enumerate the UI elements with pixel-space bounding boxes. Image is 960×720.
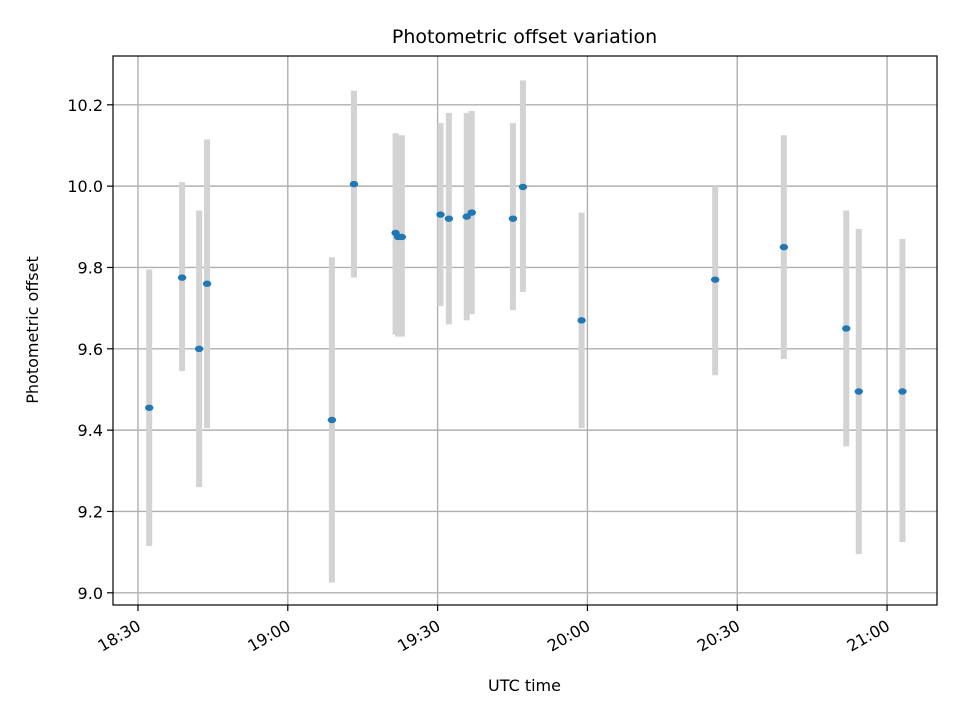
- data-point: [397, 233, 407, 241]
- data-point: [779, 243, 789, 251]
- data-point: [145, 404, 154, 411]
- y-tick-label: 10.0: [67, 177, 103, 196]
- data-point: [854, 388, 863, 395]
- data-point: [436, 211, 445, 218]
- data-point: [467, 209, 476, 216]
- plot-frame: [112, 55, 938, 606]
- x-axis-title: UTC time: [488, 676, 561, 695]
- data-point: [898, 388, 907, 395]
- data-point: [462, 213, 471, 220]
- y-tick-label: 9.4: [78, 421, 103, 440]
- data-point: [842, 325, 851, 332]
- chart-title: Photometric offset variation: [392, 26, 657, 48]
- data-point: [518, 183, 528, 191]
- y-axis: 9.0 9.2 9.4 9.6 9.8 10.0 10.2: [67, 96, 113, 603]
- data-point: [710, 276, 720, 283]
- data-point: [202, 280, 212, 287]
- data-point: [444, 215, 454, 222]
- data-point: [194, 345, 204, 352]
- y-tick-label: 9.8: [78, 258, 103, 277]
- data-point: [349, 180, 359, 188]
- data-point: [177, 274, 187, 281]
- y-tick-label: 10.2: [67, 96, 103, 115]
- data-points: [145, 180, 907, 424]
- data-point: [577, 317, 586, 324]
- data-point: [508, 215, 518, 222]
- y-tick-label: 9.0: [78, 584, 103, 603]
- y-tick-label: 9.6: [78, 340, 103, 359]
- data-point: [327, 416, 337, 424]
- y-axis-title: Photometric offset: [23, 256, 42, 404]
- y-tick-label: 9.2: [78, 502, 103, 521]
